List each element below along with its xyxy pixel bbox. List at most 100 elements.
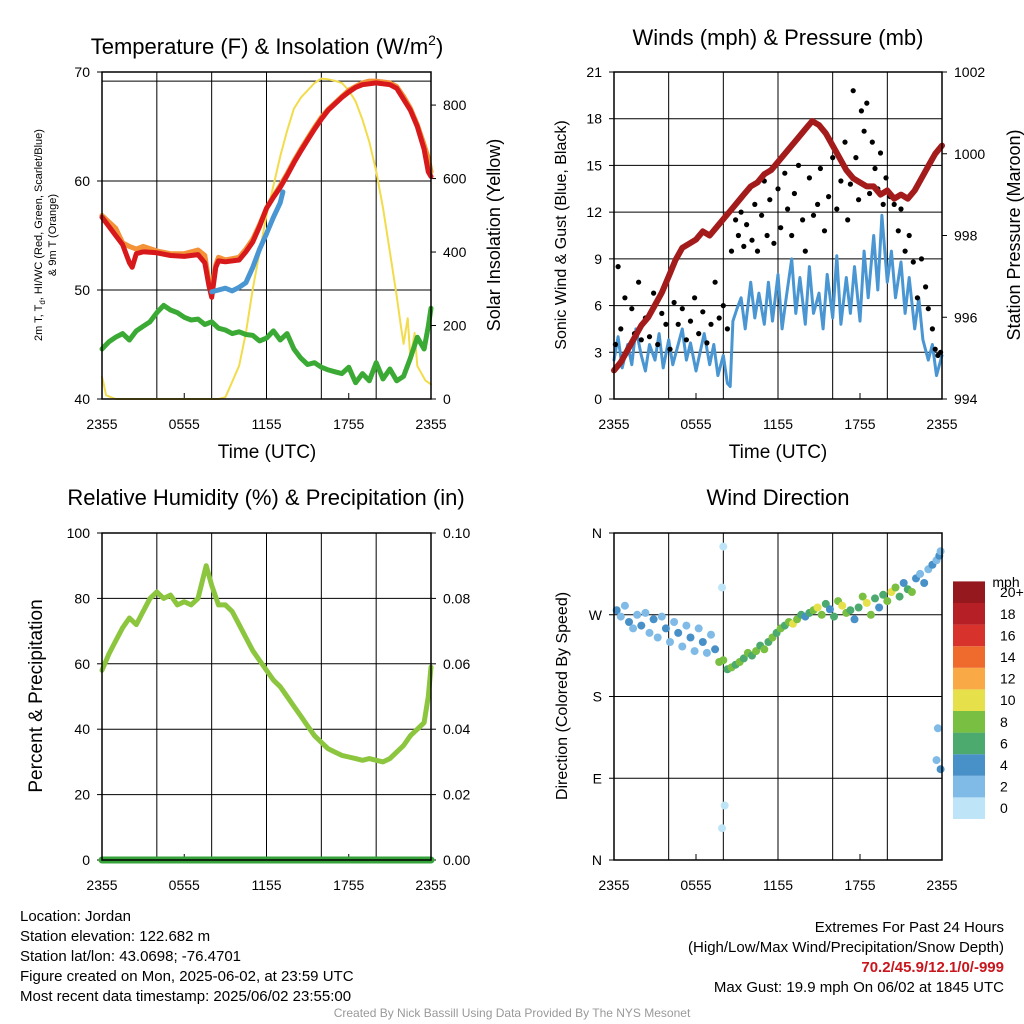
temperature-y-label-line2: & 9m T (Orange) <box>47 194 59 276</box>
y-right-tick-label: 0 <box>443 391 451 407</box>
humidity-title: Relative Humidity (%) & Precipitation (i… <box>67 485 464 510</box>
legend-title: mph <box>992 574 1019 590</box>
gust-point <box>675 321 681 327</box>
direction-point <box>616 612 625 621</box>
winds-plot-area: 2355 0555 1155 1755 2355 0 3 6 9 12 15 18 21 994 996 99… <box>586 64 985 432</box>
temperature-x-label: Time (UTC) <box>218 442 317 463</box>
direction-point <box>866 610 875 619</box>
y-tick-label: 0 <box>594 391 602 407</box>
gust-point <box>858 108 865 114</box>
legend-swatch <box>953 797 985 819</box>
legend-label: 0 <box>1000 800 1008 816</box>
x-tick-label: 1755 <box>333 877 364 893</box>
direction-point <box>899 579 908 587</box>
x-tick-label: 2355 <box>86 877 117 893</box>
gust-point <box>898 206 904 212</box>
direction-point <box>858 592 867 601</box>
gust-point <box>667 346 673 352</box>
gust-point <box>692 295 698 301</box>
green-series-line <box>99 302 434 386</box>
y-tick-label: 15 <box>586 157 602 173</box>
gust-point <box>716 315 722 321</box>
gust-point <box>700 309 706 315</box>
gust-point <box>861 128 867 134</box>
winds-panel: Winds (mph) & Pressure (mb) 2355 0555 1155… <box>553 25 1024 463</box>
direction-point <box>686 633 695 642</box>
direction-plot-area: 2355 0555 1155 1755 2355 N E S W N <box>589 525 958 893</box>
plot-border <box>101 71 432 400</box>
gust-point <box>775 186 781 192</box>
direction-point <box>707 630 715 639</box>
direction-point <box>674 628 683 637</box>
y-tick-label: 12 <box>586 204 602 220</box>
gust-point <box>720 303 726 309</box>
direction-point <box>629 624 638 633</box>
y-tick-label: S <box>593 689 602 705</box>
gust-point <box>850 88 856 94</box>
gust-point <box>615 264 621 270</box>
direction-point <box>698 638 707 646</box>
x-tick-label: 2355 <box>926 877 957 893</box>
direction-point <box>666 638 674 646</box>
y-tick-label: E <box>593 770 602 786</box>
x-tick-label: 2355 <box>598 416 629 432</box>
humidity-panel: Relative Humidity (%) & Precipitation (i… <box>26 485 470 893</box>
station-info: Location: Jordan Station elevation: 122.… <box>20 907 354 1007</box>
direction-title: Wind Direction <box>706 485 849 510</box>
legend-swatch <box>953 603 985 625</box>
direction-point <box>690 647 699 656</box>
gust-point <box>749 237 755 243</box>
legend-label: 8 <box>1000 714 1008 730</box>
y-tick-label: 60 <box>74 173 90 189</box>
y-tick-label: N <box>592 852 602 868</box>
gust-point <box>872 165 878 172</box>
elevation-line: Station elevation: 122.682 m <box>20 928 211 945</box>
y-right-tick-label: 0.06 <box>443 656 470 672</box>
extremes-values: 70.2/45.9/12.1/0/-999 <box>861 959 1004 976</box>
direction-point <box>760 645 769 654</box>
direction-point <box>920 579 929 587</box>
direction-point <box>637 621 646 630</box>
y-right-tick-label: 400 <box>443 244 467 260</box>
gust-point <box>708 321 714 327</box>
gust-point <box>877 150 884 156</box>
legend-swatch <box>953 732 985 755</box>
winds-x-label: Time (UTC) <box>729 442 828 463</box>
temperature-plot-area: 2355 0555 1155 1755 2355 40 50 60 70 0 200 400 600 80… <box>74 64 466 432</box>
gust-point <box>687 318 694 324</box>
legend-swatch <box>953 711 985 733</box>
gust-point <box>636 279 642 285</box>
gust-point <box>914 295 921 301</box>
gust-point <box>847 181 854 187</box>
gust-point <box>778 225 784 231</box>
legend-label: 20+ <box>1000 584 1024 600</box>
temperature-y-label: 2m T, Td, HI/WC (Red, Green, Scarlet/Blu… <box>33 129 47 341</box>
direction-point <box>830 612 838 621</box>
y-tick-label: 9 <box>594 251 602 267</box>
gust-point <box>782 170 788 176</box>
x-tick-label: 2355 <box>926 416 957 432</box>
gust-point <box>902 248 908 254</box>
y-right-tick-label: 996 <box>954 309 978 325</box>
plot-border <box>101 532 432 861</box>
gust-point <box>929 326 936 332</box>
gust-point <box>785 206 791 212</box>
legend-swatch <box>953 667 985 690</box>
y-right-tick-label: 200 <box>443 318 467 334</box>
x-tick-label: 0555 <box>169 877 200 893</box>
gust-point <box>663 321 669 327</box>
legend-swatch <box>953 775 985 798</box>
x-tick-label: 1755 <box>844 877 875 893</box>
direction-point <box>932 756 941 765</box>
direction-panel: Wind Direction 2355 0555 1155 1755 2355 N E S W N… <box>554 485 1024 893</box>
direction-point <box>871 594 879 603</box>
gust-point <box>622 295 628 301</box>
direction-point <box>718 824 726 833</box>
gust-point <box>795 162 802 168</box>
yellow-series-line <box>101 77 432 400</box>
direction-point <box>720 801 729 810</box>
direction-point <box>862 598 871 607</box>
legend-swatch <box>953 624 985 647</box>
direction-point <box>875 603 884 612</box>
gust-point <box>651 290 657 296</box>
